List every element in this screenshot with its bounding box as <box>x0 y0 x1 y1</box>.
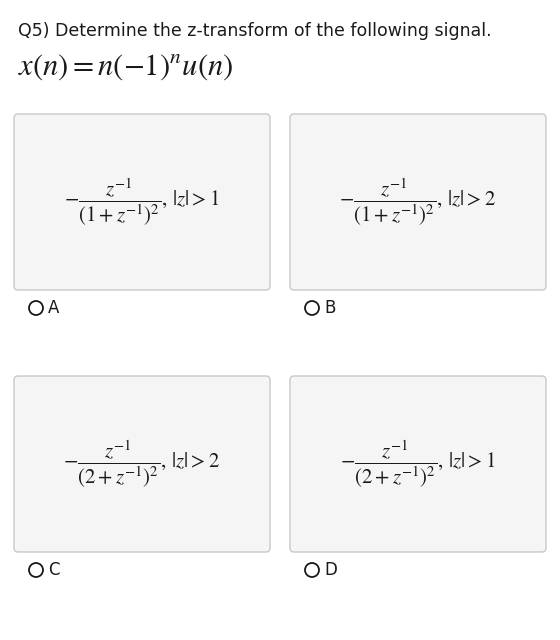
FancyBboxPatch shape <box>14 114 270 290</box>
Text: $-\dfrac{z^{-1}}{(2+z^{-1})^2},\,|z|>2$: $-\dfrac{z^{-1}}{(2+z^{-1})^2},\,|z|>2$ <box>63 438 221 490</box>
FancyBboxPatch shape <box>14 376 270 552</box>
Text: A: A <box>48 299 59 317</box>
Text: $-\dfrac{z^{-1}}{(2+z^{-1})^2},\,|z|>1$: $-\dfrac{z^{-1}}{(2+z^{-1})^2},\,|z|>1$ <box>340 438 496 490</box>
FancyBboxPatch shape <box>290 376 546 552</box>
Text: D: D <box>324 561 337 579</box>
Text: $-\dfrac{z^{-1}}{(1+z^{-1})^2},\,|z|>2$: $-\dfrac{z^{-1}}{(1+z^{-1})^2},\,|z|>2$ <box>339 176 497 228</box>
Text: C: C <box>48 561 59 579</box>
Text: $x(n) = n(-1)^{n}u(n)$: $x(n) = n(-1)^{n}u(n)$ <box>18 52 234 82</box>
Text: $-\dfrac{z^{-1}}{(1+z^{-1})^2},\,|z|>1$: $-\dfrac{z^{-1}}{(1+z^{-1})^2},\,|z|>1$ <box>64 176 220 228</box>
Text: B: B <box>324 299 335 317</box>
FancyBboxPatch shape <box>290 114 546 290</box>
Text: Q5) Determine the z-transform of the following signal.: Q5) Determine the z-transform of the fol… <box>18 22 492 40</box>
